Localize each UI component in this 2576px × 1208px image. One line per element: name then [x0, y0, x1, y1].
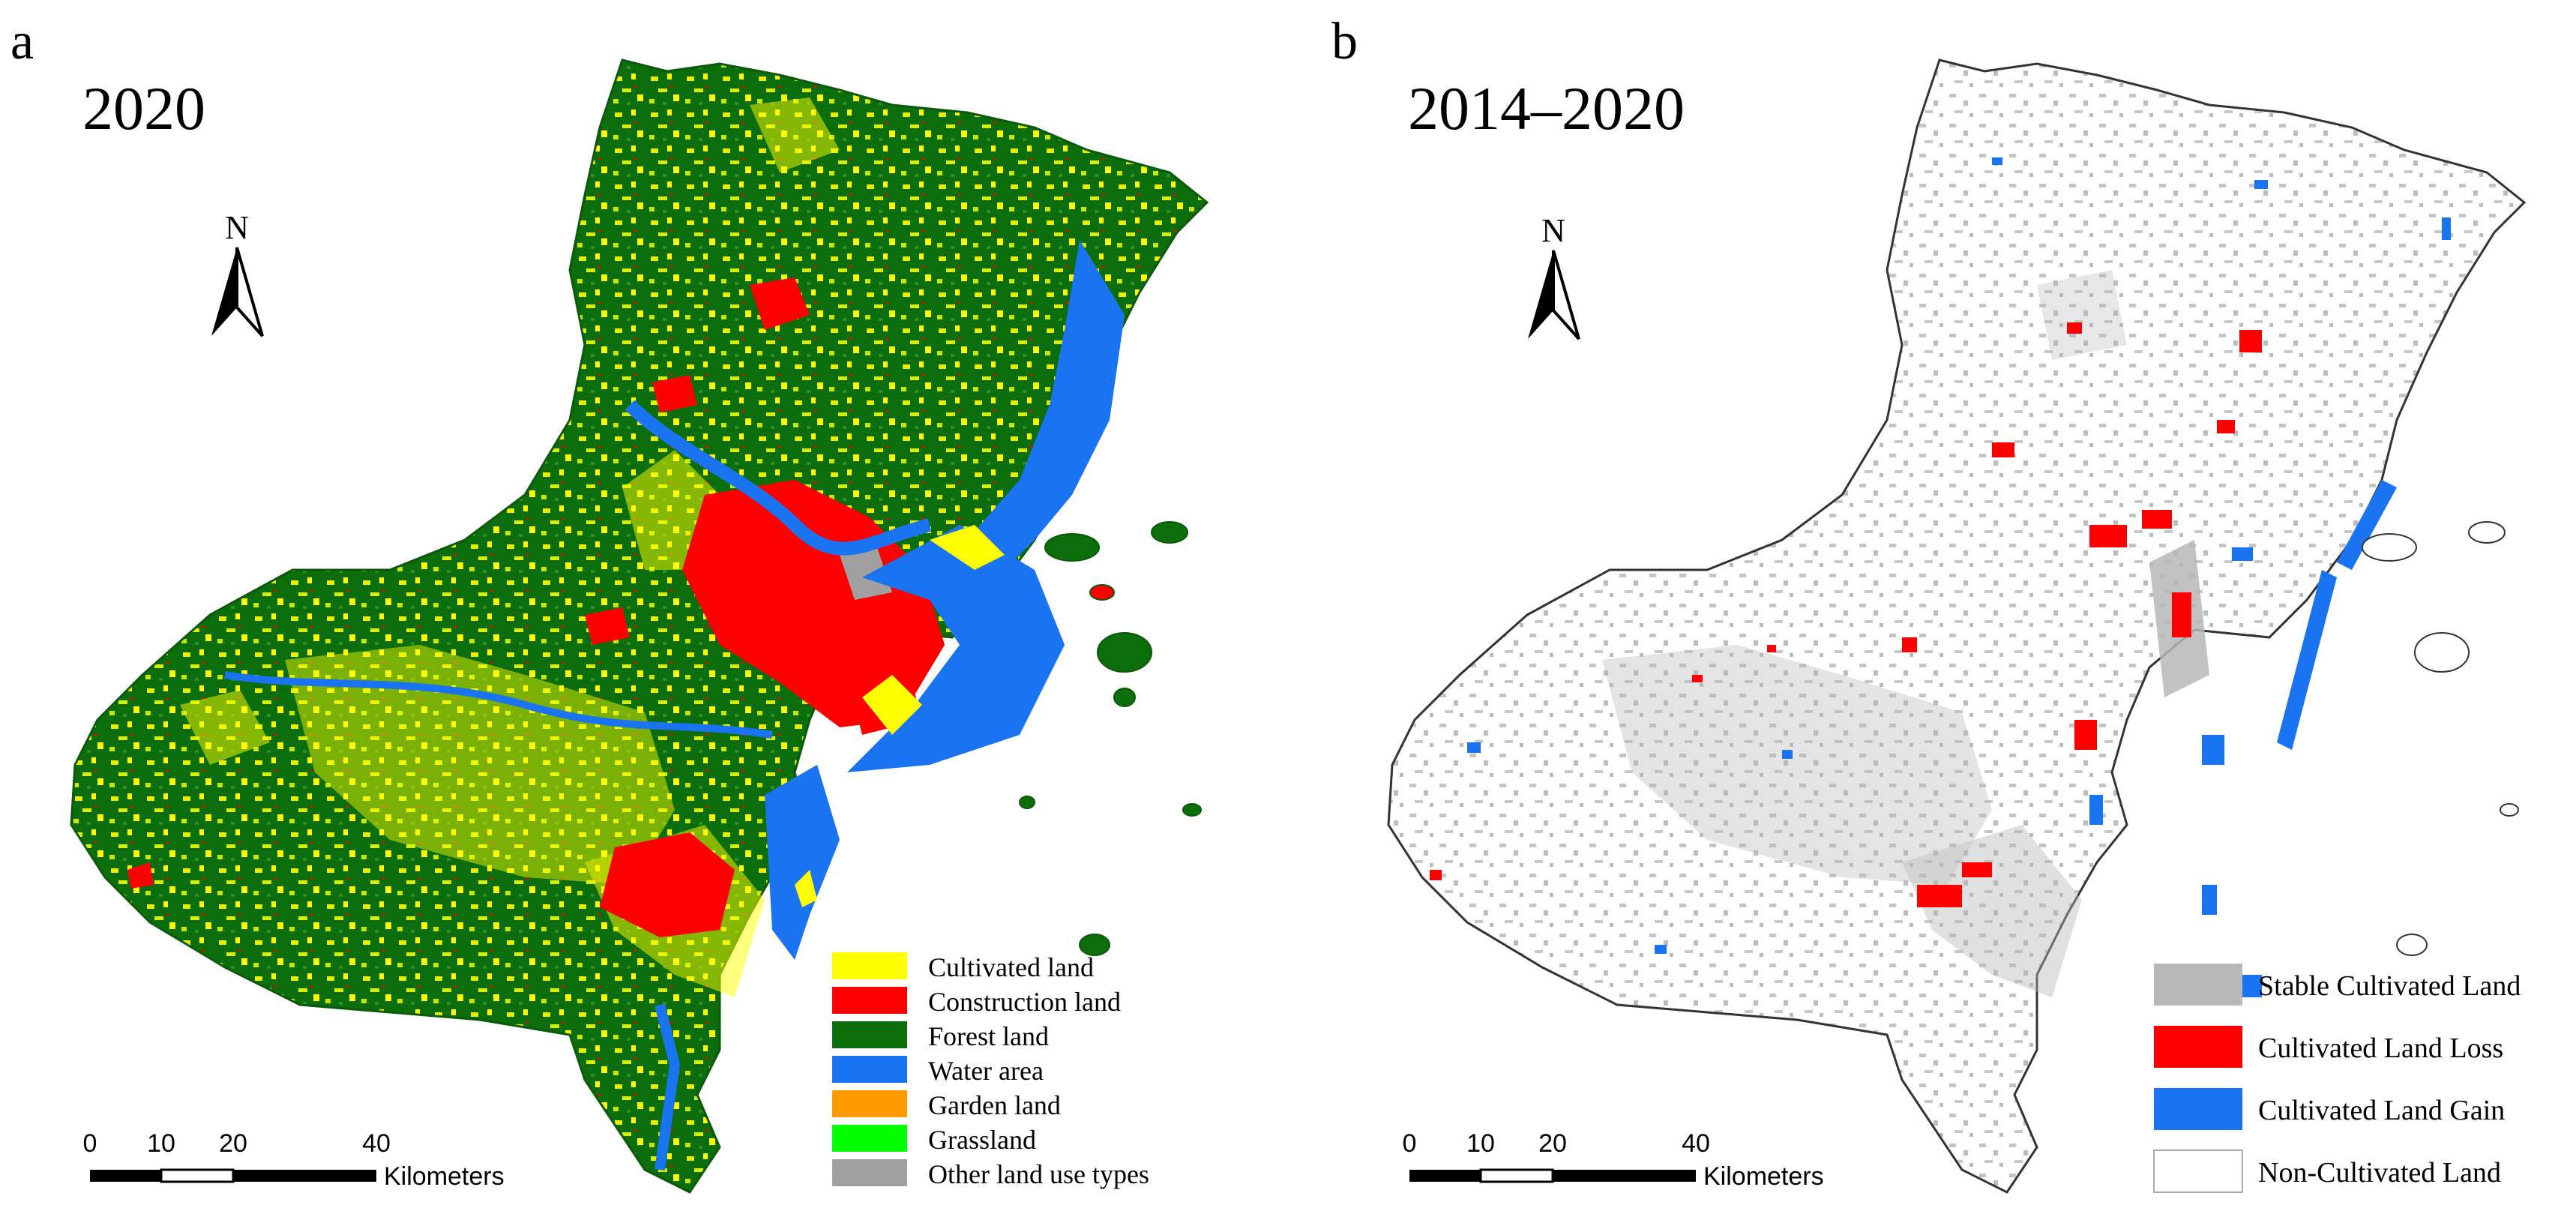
legend-swatch-gain: [2154, 1088, 2242, 1130]
scale-tick-10: 10: [1466, 1129, 1495, 1158]
scale-bar: 0 10 20 40 Kilometers: [83, 1129, 505, 1191]
panel-b: b 2014–2020: [1331, 13, 2526, 1194]
cultivated-land-loss-areas: [1430, 322, 2262, 907]
legend-label-garden: Garden land: [928, 1090, 1061, 1120]
legend-swatch-water: [832, 1056, 907, 1083]
scale-segment-1: [1409, 1170, 1481, 1182]
scale-tick-20: 20: [219, 1129, 247, 1158]
scale-unit: Kilometers: [1703, 1162, 1824, 1191]
panel-b-year: 2014–2020: [1408, 74, 1685, 142]
panel-b-map: [1387, 58, 2526, 1194]
panel-a-map: [70, 58, 1209, 1194]
north-arrow-light-half: [235, 247, 264, 337]
islands-outline: [2362, 521, 2519, 956]
panel-a-letter: a: [10, 13, 34, 70]
panel-a: a 2020: [10, 13, 1209, 1194]
other-land-area: [840, 547, 892, 600]
legend-label-grassland: Grassland: [928, 1125, 1036, 1155]
panel-a-year: 2020: [82, 74, 205, 142]
scale-unit: Kilometers: [384, 1162, 505, 1191]
legend-label-forest: Forest land: [928, 1021, 1049, 1051]
north-arrow-dark-half: [211, 247, 237, 336]
panel-b-letter: b: [1331, 13, 1358, 70]
scale-tick-40: 40: [362, 1129, 391, 1158]
legend-label-non-cultivated: Non-Cultivated Land: [2258, 1157, 2501, 1189]
legend-label-other: Other land use types: [928, 1159, 1149, 1189]
scale-tick-20: 20: [1538, 1129, 1567, 1158]
legend-swatch-grassland: [832, 1125, 907, 1152]
legend-label-stable: Stable Cultivated Land: [2258, 970, 2521, 1002]
north-arrow: N: [211, 209, 264, 337]
legend-swatch-loss: [2154, 1026, 2242, 1068]
legend-swatch-other: [832, 1159, 907, 1186]
legend-swatch-non-cultivated: [2153, 1150, 2243, 1193]
legend-label-cultivated: Cultivated land: [928, 952, 1094, 982]
legend: Cultivated land Construction land Forest…: [832, 952, 1149, 1189]
legend-swatch-forest: [832, 1021, 907, 1048]
scale-tick-40: 40: [1682, 1129, 1710, 1158]
stable-cultivated-areas: [1602, 270, 2209, 997]
north-arrow-dark-half: [1528, 250, 1553, 339]
scale-segment-3: [233, 1170, 376, 1182]
legend-swatch-garden: [832, 1090, 907, 1117]
scale-segment-1: [90, 1170, 161, 1182]
legend-label-gain: Cultivated Land Gain: [2258, 1095, 2505, 1126]
scale-tick-0: 0: [1403, 1129, 1417, 1158]
scale-tick-10: 10: [147, 1129, 175, 1158]
legend: Stable Cultivated Land Cultivated Land L…: [2153, 964, 2521, 1193]
legend-swatch-cultivated: [832, 952, 907, 979]
legend-label-water: Water area: [928, 1056, 1044, 1086]
scale-bar: 0 10 20 40 Kilometers: [1403, 1129, 1824, 1191]
legend-label-loss: Cultivated Land Loss: [2258, 1033, 2503, 1064]
north-label: N: [1541, 212, 1565, 249]
north-arrow-light-half: [1552, 250, 1580, 340]
north-label: N: [225, 209, 249, 246]
legend-swatch-construction: [832, 987, 907, 1014]
legend-label-construction: Construction land: [928, 987, 1121, 1017]
north-arrow: N: [1528, 212, 1580, 340]
water-areas: [224, 240, 1125, 1171]
scale-segment-3: [1553, 1170, 1696, 1182]
scale-tick-0: 0: [83, 1129, 97, 1158]
islands: [1019, 521, 1202, 956]
cultivated-land-gain-areas: [1467, 157, 2451, 997]
scale-segment-2: [1479, 1168, 1554, 1183]
legend-swatch-stable: [2154, 964, 2242, 1006]
scale-segment-2: [160, 1168, 235, 1183]
